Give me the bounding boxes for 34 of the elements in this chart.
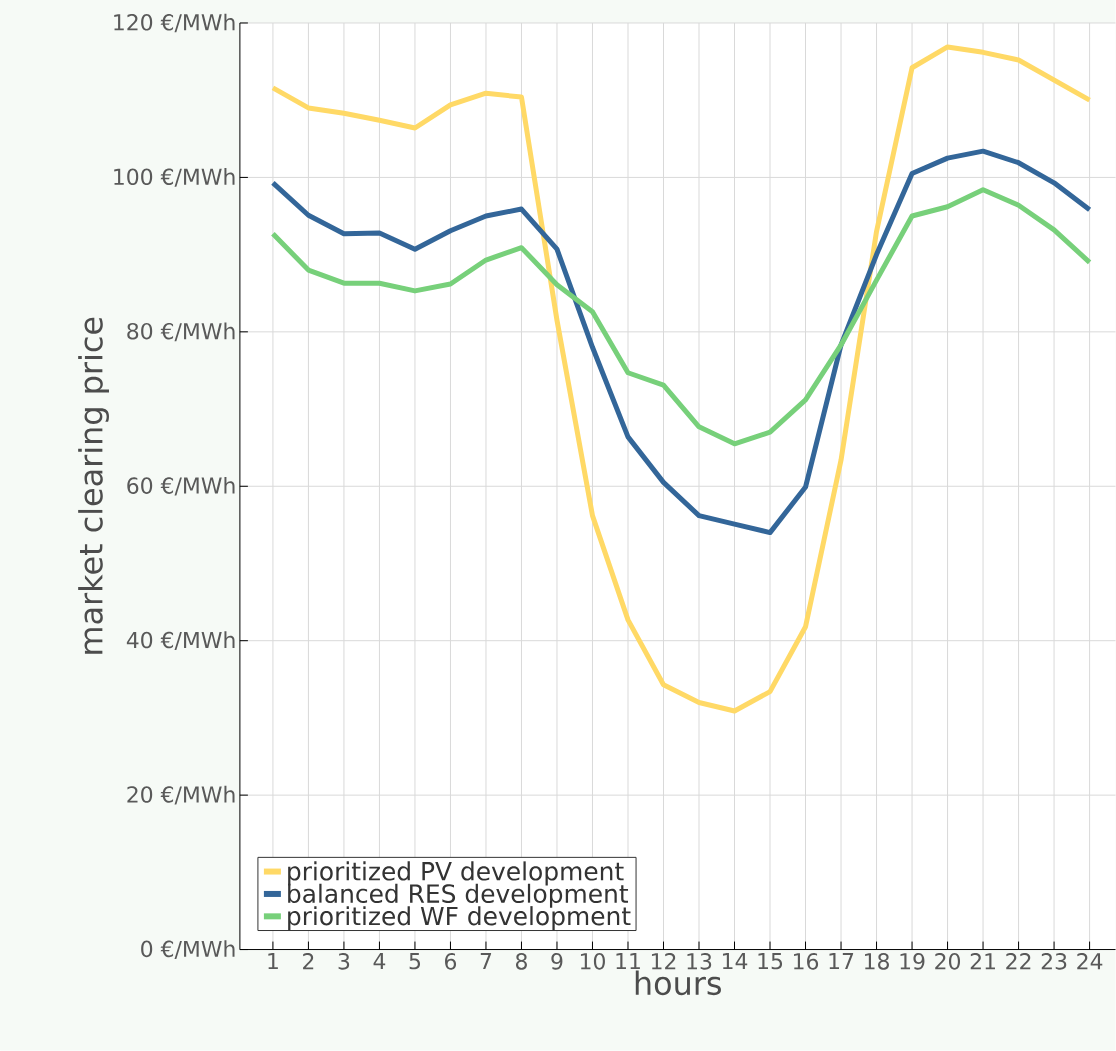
- x-tick-label: 13: [687, 953, 712, 970]
- x-tick-label: 1: [268, 953, 278, 970]
- x-tick-label: 5: [409, 953, 420, 970]
- x-axis-title: hours: [635, 970, 721, 996]
- x-tick-label: 16: [793, 953, 819, 970]
- x-tick-label: 23: [1041, 953, 1067, 970]
- legend-label: prioritized WF development: [288, 906, 631, 931]
- x-tick-label: 9: [551, 953, 563, 970]
- x-tick-label: 12: [651, 953, 676, 970]
- x-tick-label: 18: [865, 953, 889, 970]
- y-axis-title: market clearing price: [78, 317, 109, 654]
- x-tick-label: 10: [580, 953, 605, 970]
- y-tick-label: 40 €/MWh: [126, 631, 235, 651]
- x-tick-label: 7: [480, 953, 492, 970]
- x-tick-label: 14: [722, 953, 748, 970]
- x-tick-label: 21: [970, 953, 995, 970]
- y-tick-label: 60 €/MWh: [127, 477, 235, 496]
- x-tick-label: 11: [616, 953, 640, 970]
- x-tick-label: 20: [935, 953, 961, 970]
- x-tick-label: 6: [445, 953, 457, 970]
- y-tick-label: 20 €/MWh: [127, 786, 235, 805]
- y-tick-label: 0 €/MWh: [141, 940, 235, 960]
- x-tick-label: 19: [900, 953, 925, 970]
- x-tick-label: 2: [303, 953, 314, 970]
- x-tick-label: 15: [758, 953, 783, 970]
- y-tick-label: 120 €/MWh: [114, 13, 235, 33]
- x-tick-label: 3: [338, 953, 350, 970]
- x-tick-label: 22: [1006, 953, 1031, 970]
- x-tick-label: 17: [829, 953, 854, 970]
- x-tick-label: 8: [515, 953, 527, 970]
- x-tick-label: 4: [373, 953, 386, 970]
- y-tick-label: 100 €/MWh: [114, 168, 235, 187]
- x-tick-label: 24: [1077, 953, 1103, 970]
- y-tick-label: 80 €/MWh: [127, 322, 235, 342]
